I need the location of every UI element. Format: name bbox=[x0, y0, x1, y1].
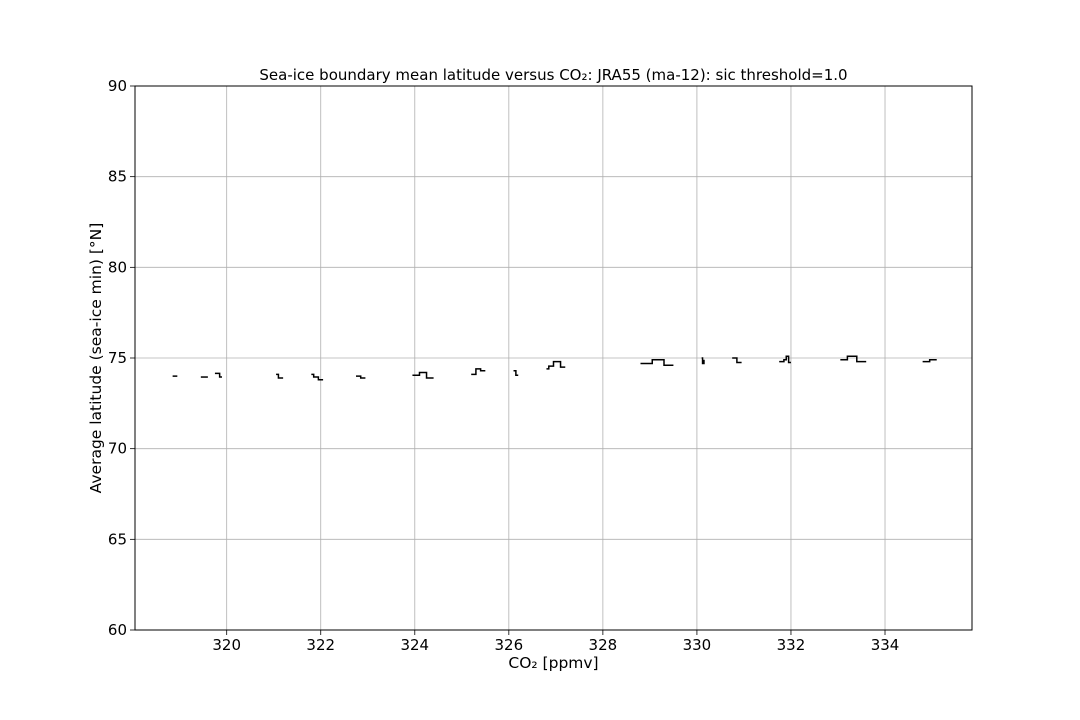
series-line-segment bbox=[546, 360, 566, 370]
y-tick-label: 80 bbox=[108, 258, 127, 276]
x-tick-label: 332 bbox=[777, 636, 806, 654]
y-tick-label: 75 bbox=[108, 349, 127, 367]
x-axis-title: CO₂ [ppmv] bbox=[508, 654, 598, 672]
x-tick-label: 324 bbox=[400, 636, 429, 654]
x-tick-label: 330 bbox=[683, 636, 712, 654]
series-line-segment bbox=[922, 359, 937, 363]
y-tick-label: 90 bbox=[108, 77, 127, 95]
series-line-segment bbox=[471, 368, 486, 376]
y-tick-label: 60 bbox=[108, 621, 127, 639]
x-tick-label: 334 bbox=[871, 636, 900, 654]
series-line-segment bbox=[732, 357, 742, 364]
series-layer bbox=[172, 355, 937, 381]
series-line-segment bbox=[779, 355, 791, 364]
y-tick-label: 65 bbox=[108, 530, 127, 548]
x-tick-label: 326 bbox=[495, 636, 524, 654]
series-line-segment bbox=[840, 355, 867, 363]
y-axis-title: Average latitude (sea-ice min) [°N] bbox=[87, 223, 105, 494]
series-line-segment bbox=[276, 373, 284, 379]
y-tick-label: 70 bbox=[108, 440, 127, 458]
series-line-segment bbox=[311, 373, 324, 381]
series-line-segment bbox=[356, 375, 366, 379]
series-line-segment bbox=[640, 359, 674, 366]
x-tick-label: 320 bbox=[212, 636, 241, 654]
chart-title: Sea-ice boundary mean latitude versus CO… bbox=[259, 66, 847, 84]
series-line-segment bbox=[701, 357, 705, 365]
ticks: 320 322 324 326 328 330 332 334 60 65 70 75 80 85 90 bbox=[108, 77, 899, 654]
x-tick-label: 322 bbox=[306, 636, 335, 654]
series-line-segment bbox=[412, 371, 434, 379]
y-tick-label: 85 bbox=[108, 168, 127, 186]
series-line-segment bbox=[214, 372, 222, 378]
series-line-segment bbox=[513, 369, 519, 376]
x-tick-label: 328 bbox=[589, 636, 618, 654]
grid bbox=[135, 85, 972, 631]
